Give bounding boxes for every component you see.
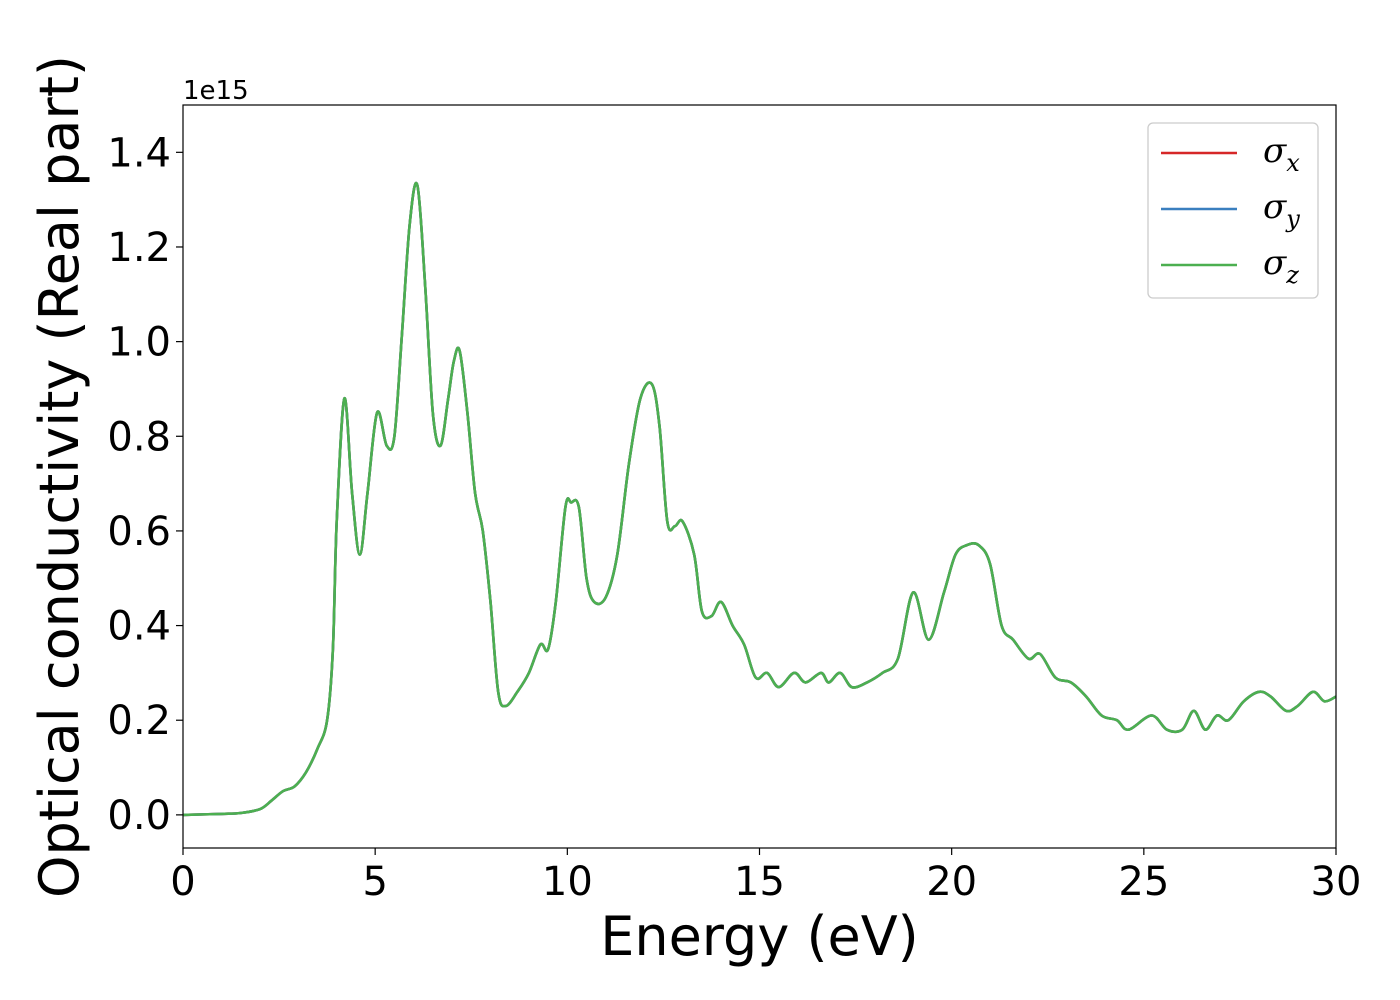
x-axis-title: Energy (eV) bbox=[600, 905, 919, 968]
y-tick-label: 1.4 bbox=[107, 130, 171, 176]
y-offset-label: 1e15 bbox=[183, 76, 249, 106]
x-tick-label: 5 bbox=[362, 859, 387, 905]
y-tick-label: 0.0 bbox=[107, 793, 171, 839]
legend-subscript: z bbox=[1285, 261, 1299, 289]
series-layer bbox=[183, 181, 1336, 817]
legend-box bbox=[1147, 122, 1319, 299]
x-tick-label: 25 bbox=[1118, 859, 1169, 905]
x-tick-label: 10 bbox=[542, 859, 593, 905]
legend-subscript: y bbox=[1285, 205, 1300, 233]
series-line-sigma-z bbox=[183, 181, 1336, 817]
legend-label-sigma-z: σz bbox=[1263, 243, 1299, 289]
y-tick-label: 0.4 bbox=[107, 604, 171, 650]
ticks-layer: 0 5 10 15 20 25 30 0.0 0.2 0.4 0.6 0.8 1.0 1.2 1.4 bbox=[107, 130, 1361, 905]
y-axis-title: Optical conductivity (Real part) bbox=[28, 55, 91, 898]
legend-label-sigma-y: σy bbox=[1263, 187, 1300, 233]
y-tick-label: 0.2 bbox=[107, 698, 171, 744]
legend-symbol: σ bbox=[1263, 243, 1287, 283]
y-tick-label: 0.8 bbox=[107, 414, 171, 460]
legend-subscript: x bbox=[1286, 149, 1300, 177]
x-tick-label: 20 bbox=[926, 859, 977, 905]
y-tick-label: 1.2 bbox=[107, 225, 171, 271]
legend-symbol: σ bbox=[1263, 131, 1287, 171]
x-tick-label: 0 bbox=[170, 859, 195, 905]
x-tick-label: 15 bbox=[734, 859, 785, 905]
y-tick-label: 1.0 bbox=[107, 320, 171, 366]
legend-label-sigma-x: σx bbox=[1263, 131, 1300, 177]
x-tick-label: 30 bbox=[1311, 859, 1362, 905]
legend-symbol: σ bbox=[1263, 187, 1287, 227]
y-tick-label: 0.6 bbox=[107, 509, 171, 555]
